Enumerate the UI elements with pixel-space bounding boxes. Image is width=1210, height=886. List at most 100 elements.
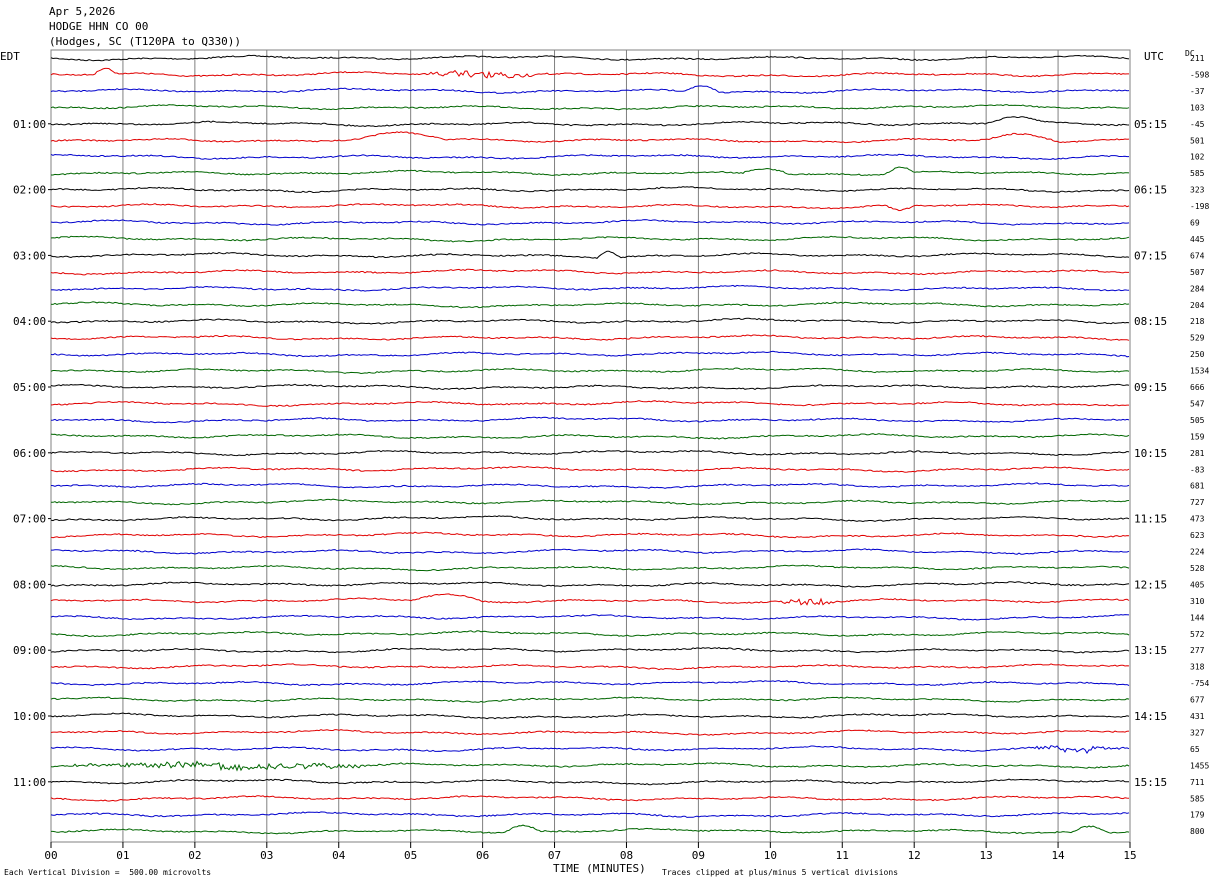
trace-green <box>50 696 1130 703</box>
trace-black <box>50 581 1130 588</box>
trace-red <box>50 795 1130 802</box>
trace-black <box>50 383 1130 391</box>
plot-frame <box>50 49 1131 843</box>
trace-blue <box>50 482 1130 489</box>
trace-green <box>50 564 1130 572</box>
dc-offset-label: 623 <box>1190 531 1205 540</box>
utc-time-label: 10:15 <box>1134 447 1167 460</box>
trace-blue <box>50 153 1129 160</box>
dc-offset-label: 727 <box>1190 498 1205 507</box>
dc-offset-label: 666 <box>1190 383 1205 392</box>
trace-green <box>50 301 1130 309</box>
trace-blue <box>50 811 1130 818</box>
trace-blue <box>50 614 1130 621</box>
dc-offset-label: 681 <box>1190 482 1205 491</box>
edt-time-label: 09:00 <box>13 644 46 657</box>
dc-offset-label: 585 <box>1190 794 1205 803</box>
trace-red <box>50 531 1130 539</box>
utc-time-label: 11:15 <box>1134 513 1167 526</box>
dc-offset-label: -754 <box>1190 679 1209 688</box>
x-tick-label: 01 <box>116 849 129 862</box>
dc-offset-label: 1534 <box>1190 367 1209 376</box>
labels: 00 01 02 03 04 05 06 07 08 09 10 11 12 13 14 15 211 -598 -… <box>13 54 1209 862</box>
utc-time-label: 13:15 <box>1134 644 1167 657</box>
x-axis-title: TIME (MINUTES) <box>553 862 646 875</box>
utc-time-label: 06:15 <box>1134 184 1167 197</box>
trace-red <box>50 400 1129 408</box>
dc-offset-label: 674 <box>1190 251 1205 260</box>
dc-offset-label: 327 <box>1190 728 1205 737</box>
station-name: HODGE HHN CO 00 <box>49 20 149 33</box>
dc-offset-label: -198 <box>1190 202 1209 211</box>
trace-green <box>50 235 1130 243</box>
x-tick-label: 07 <box>548 849 561 862</box>
dc-offset-label: 102 <box>1190 153 1205 162</box>
trace-green <box>51 498 1130 506</box>
edt-time-label: 01:00 <box>13 118 46 131</box>
edt-time-label: 07:00 <box>13 513 46 526</box>
dc-offset-label: -83 <box>1190 465 1205 474</box>
edt-time-label: 11:00 <box>13 776 46 789</box>
dc-offset-label: 507 <box>1190 268 1205 277</box>
trace-green <box>50 630 1130 638</box>
dc-offset-label: 69 <box>1190 219 1200 228</box>
edt-time-label: 10:00 <box>13 710 46 723</box>
x-tick-label: 03 <box>260 849 273 862</box>
trace-green <box>50 433 1130 440</box>
trace-black <box>50 712 1130 720</box>
x-tick-label: 08 <box>620 849 633 862</box>
utc-time-label: 05:15 <box>1134 118 1167 131</box>
dc-offset-label: -45 <box>1190 120 1205 129</box>
dc-offset-label: -598 <box>1190 70 1209 79</box>
x-tick-label: 10 <box>764 849 777 862</box>
dc-offset-label: -37 <box>1190 87 1205 96</box>
trace-red <box>50 593 1130 606</box>
dc-offset-label: 224 <box>1190 548 1205 557</box>
dc-offset-label: 572 <box>1190 630 1205 639</box>
dc-offset-label: 281 <box>1190 449 1205 458</box>
dc-offset-label: 250 <box>1190 350 1205 359</box>
dc-offset-label: 65 <box>1190 745 1200 754</box>
dc-offset-label: 547 <box>1190 399 1205 408</box>
trace-black <box>50 186 1130 194</box>
x-tick-label: 06 <box>476 849 489 862</box>
trace-blue <box>50 416 1130 424</box>
trace-red <box>50 465 1130 473</box>
utc-time-label: 09:15 <box>1134 381 1167 394</box>
trace-red <box>50 729 1130 736</box>
trace-black <box>50 116 1130 128</box>
dc-offset-label: 144 <box>1190 613 1205 622</box>
dc-offset-label: 1455 <box>1190 761 1209 770</box>
dc-offset-label: 310 <box>1190 597 1205 606</box>
plot-date: Apr 5,2026 <box>49 5 116 18</box>
trace-red <box>50 203 1130 212</box>
edt-time-label: 08:00 <box>13 578 46 591</box>
trace-blue <box>50 284 1130 292</box>
dc-offset-label: 445 <box>1190 235 1205 244</box>
x-tick-label: 05 <box>404 849 417 862</box>
trace-black <box>50 515 1130 523</box>
dc-offset-label: 529 <box>1190 334 1205 343</box>
trace-black <box>50 449 1130 457</box>
trace-black <box>50 317 1130 325</box>
dc-offset-label: 505 <box>1190 416 1205 425</box>
x-tick-label: 14 <box>1051 849 1065 862</box>
trace-blue <box>50 680 1130 687</box>
trace-green <box>51 824 1130 835</box>
dc-offset-label: 677 <box>1190 696 1205 705</box>
trace-red <box>50 663 1130 671</box>
edt-time-label: 02:00 <box>13 184 46 197</box>
x-tick-label: 09 <box>692 849 705 862</box>
trace-blue <box>50 85 1130 94</box>
dc-offset-label: 284 <box>1190 284 1205 293</box>
dc-offset-label: 277 <box>1190 646 1205 655</box>
traces <box>50 54 1130 835</box>
utc-time-label: 14:15 <box>1134 710 1167 723</box>
x-tick-label: 04 <box>332 849 346 862</box>
dc-offset-label: 323 <box>1190 186 1205 195</box>
trace-black <box>50 778 1129 786</box>
x-tick-label: 00 <box>44 849 57 862</box>
x-tick-label: 15 <box>1123 849 1136 862</box>
grid <box>50 49 1131 848</box>
edt-time-label: 03:00 <box>13 249 46 262</box>
